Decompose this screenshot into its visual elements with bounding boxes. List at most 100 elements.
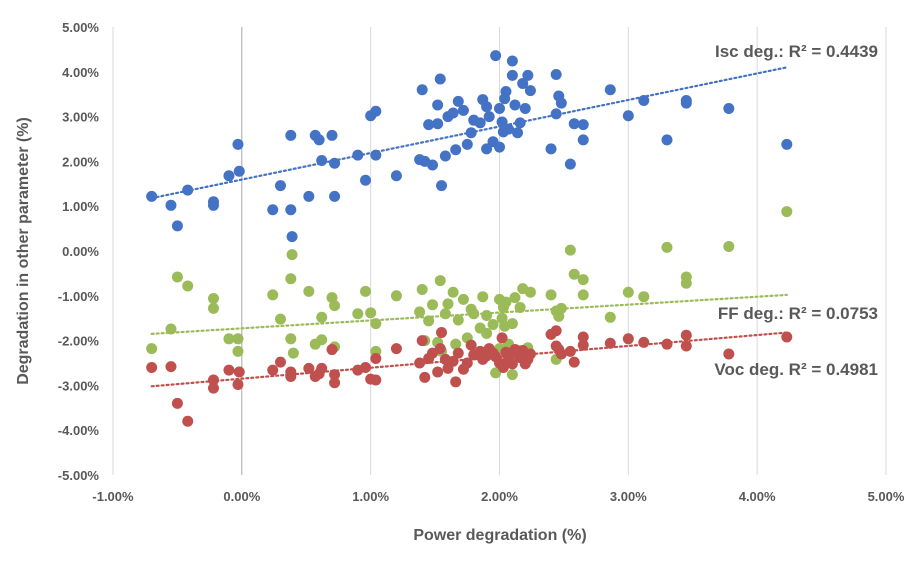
- data-point: [232, 138, 244, 150]
- data-point: [450, 338, 462, 350]
- data-point: [781, 138, 793, 150]
- data-point: [232, 379, 244, 391]
- data-point: [360, 285, 372, 297]
- data-point: [545, 289, 557, 301]
- data-point: [519, 103, 531, 115]
- data-point: [490, 50, 502, 62]
- y-tick-label: 2.00%: [62, 154, 99, 169]
- data-point: [232, 345, 244, 357]
- data-point: [483, 111, 495, 123]
- data-point: [285, 129, 297, 141]
- data-point: [577, 331, 589, 343]
- data-point: [286, 249, 298, 261]
- data-point: [223, 170, 235, 182]
- data-point: [461, 138, 473, 150]
- data-point: [723, 241, 735, 253]
- data-point: [207, 382, 219, 394]
- data-point: [680, 277, 692, 289]
- data-point: [524, 348, 536, 360]
- data-point: [564, 244, 576, 256]
- data-point: [316, 311, 328, 323]
- data-point: [494, 141, 505, 153]
- data-point: [414, 306, 426, 318]
- data-point: [165, 361, 177, 373]
- data-point: [457, 293, 469, 305]
- ff-r-squared-label: FF deg.: R² = 0.0753: [718, 304, 878, 323]
- data-point: [661, 338, 673, 350]
- data-point: [232, 333, 244, 345]
- data-point: [680, 340, 692, 352]
- data-point: [274, 180, 286, 192]
- data-point: [414, 357, 426, 369]
- data-point: [436, 327, 448, 339]
- y-tick-label: -4.00%: [58, 423, 100, 438]
- data-point: [555, 97, 567, 109]
- data-point: [416, 84, 428, 96]
- data-points: [146, 50, 793, 427]
- trendline: [150, 293, 788, 335]
- data-point: [680, 329, 692, 341]
- data-point: [233, 165, 245, 177]
- data-point: [207, 292, 219, 304]
- data-point: [432, 366, 444, 378]
- data-point: [432, 99, 444, 111]
- y-tick-labels: 5.00% 4.00% 3.00% 2.00% 1.00% 0.00% -1.00% -2.0…: [58, 20, 100, 483]
- data-point: [416, 284, 428, 296]
- data-point: [452, 347, 464, 359]
- data-point: [481, 310, 493, 322]
- data-point: [514, 117, 526, 129]
- data-point: [490, 367, 502, 379]
- y-tick-label: 3.00%: [62, 110, 99, 125]
- data-point: [329, 300, 341, 312]
- data-point: [442, 298, 454, 310]
- data-point: [182, 415, 194, 427]
- x-tick-label: 4.00%: [739, 489, 776, 504]
- data-point: [326, 344, 338, 356]
- data-point: [638, 291, 650, 303]
- data-point: [680, 97, 692, 109]
- data-point: [577, 119, 589, 131]
- voc-r-squared-label: Voc deg. R² = 0.4981: [714, 360, 878, 379]
- data-point: [285, 370, 297, 382]
- data-point: [165, 323, 177, 335]
- data-point: [577, 289, 589, 301]
- data-point: [481, 143, 493, 155]
- data-point: [182, 280, 194, 292]
- y-tick-label: -2.00%: [58, 334, 100, 349]
- data-point: [524, 286, 536, 298]
- data-point: [267, 289, 279, 301]
- data-point: [506, 318, 518, 330]
- data-point: [447, 355, 459, 367]
- data-point: [285, 333, 297, 345]
- data-point: [423, 119, 435, 131]
- data-point: [577, 339, 589, 351]
- data-point: [496, 332, 508, 344]
- data-point: [564, 158, 576, 170]
- x-tick-label: 2.00%: [481, 489, 518, 504]
- data-point: [352, 308, 364, 320]
- data-point: [370, 353, 382, 365]
- data-point: [452, 95, 464, 107]
- data-point: [419, 371, 431, 383]
- x-tick-labels: -1.00% 0.00% 1.00% 2.00% 3.00% 4.00% 5.00%: [92, 489, 904, 504]
- data-point: [465, 127, 477, 139]
- data-point: [474, 117, 486, 129]
- data-point: [568, 118, 580, 130]
- data-point: [171, 397, 183, 409]
- data-point: [512, 127, 524, 139]
- data-point: [781, 206, 793, 218]
- data-point: [303, 190, 315, 202]
- data-point: [316, 155, 328, 167]
- data-point: [329, 377, 341, 389]
- data-point: [267, 204, 279, 216]
- y-tick-label: -3.00%: [58, 378, 100, 393]
- x-tick-label: 3.00%: [610, 489, 647, 504]
- data-point: [326, 129, 338, 141]
- data-point: [550, 108, 562, 120]
- data-point: [564, 345, 576, 357]
- data-point: [439, 308, 451, 320]
- y-tick-label: 5.00%: [62, 20, 99, 35]
- data-point: [661, 134, 673, 146]
- data-point: [661, 241, 673, 253]
- data-point: [450, 144, 462, 156]
